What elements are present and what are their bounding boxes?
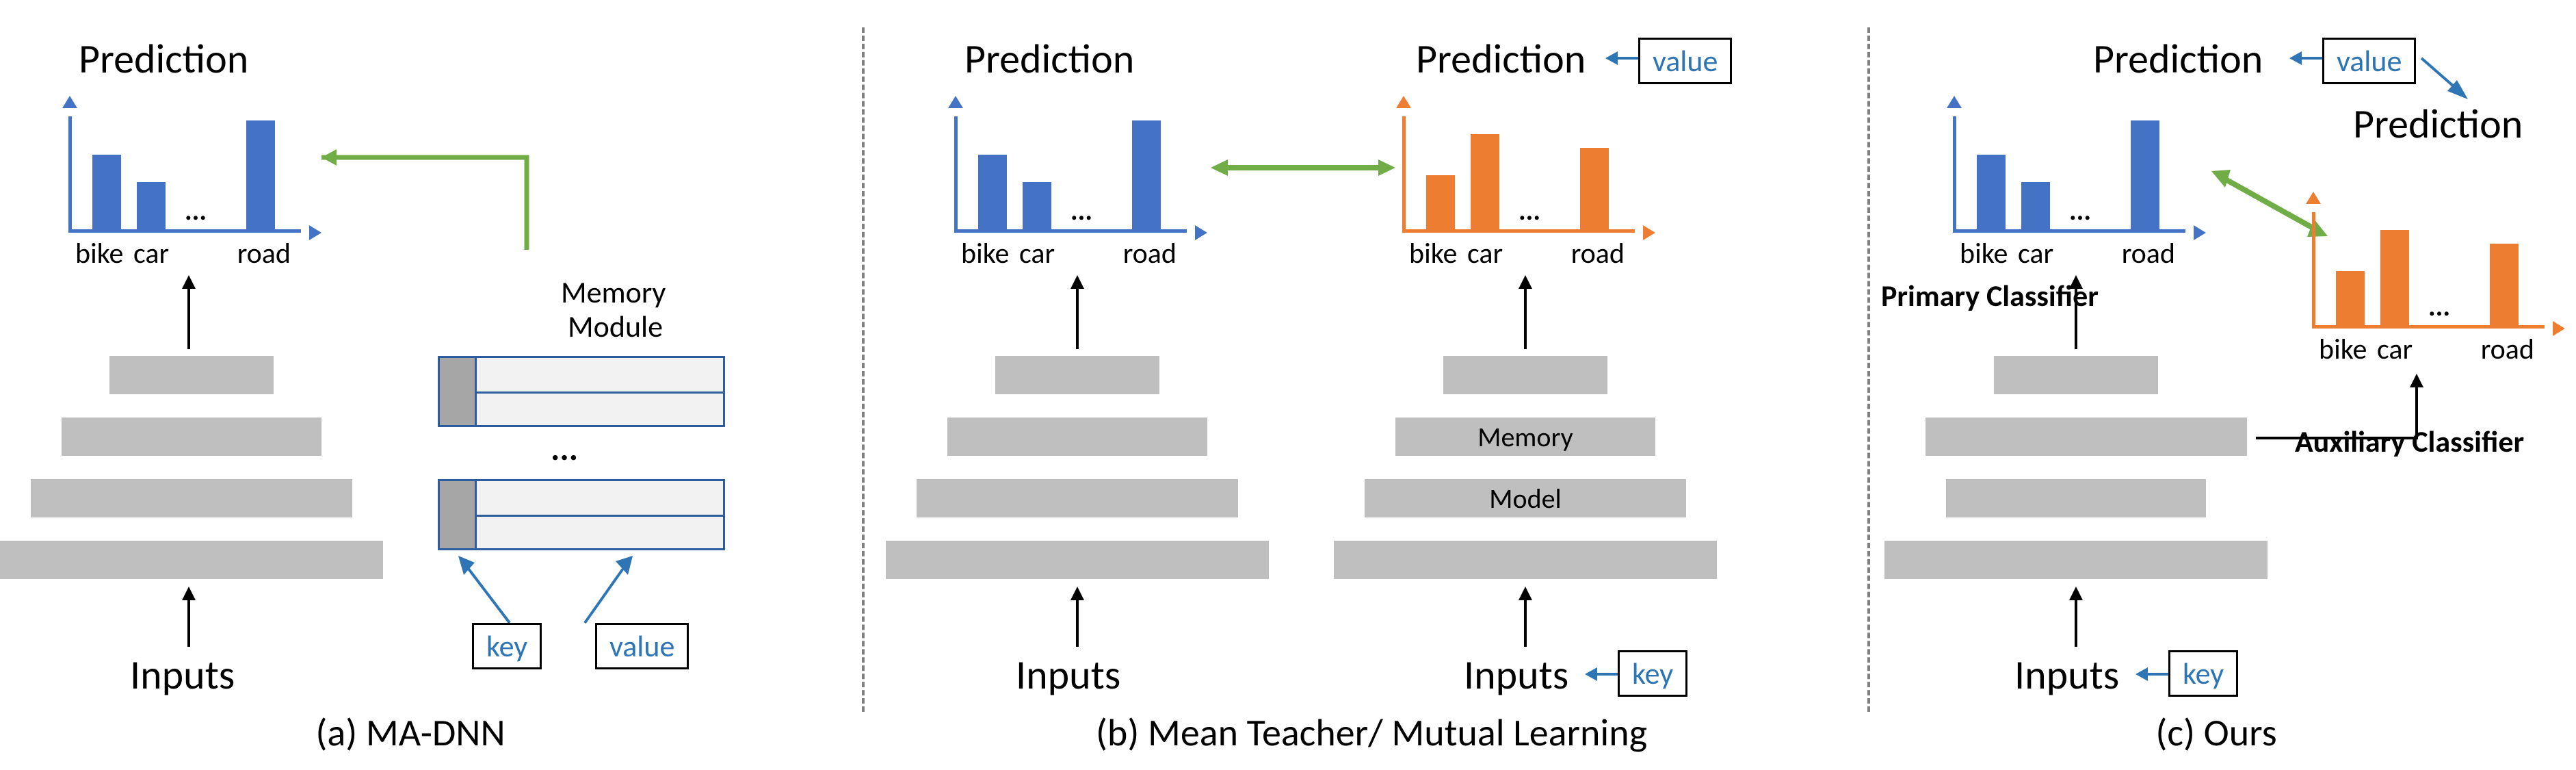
chart-bar: [1132, 120, 1161, 230]
net-layer: [31, 479, 352, 517]
net-layer: [0, 541, 383, 579]
chart-bar: [2336, 271, 2365, 326]
chart-bar: [2131, 120, 2159, 230]
net-layer: [109, 356, 274, 394]
key-arrow-icon: [445, 548, 527, 630]
bi-arrow-icon: [1207, 154, 1399, 181]
net-layer: [886, 541, 1269, 579]
value-arrow-icon: [1604, 41, 1642, 75]
net-layer: [1994, 356, 2158, 394]
key-label-box: key: [2168, 650, 2238, 697]
net-layer: [1884, 541, 2268, 579]
prediction-label-top: Prediction: [2093, 34, 2263, 84]
chart-bar: [1426, 175, 1455, 230]
inputs-label-right: Inputs: [1464, 650, 1568, 700]
memory-dots: ...: [551, 428, 578, 470]
value-label-box: value: [595, 623, 689, 669]
chart-bar: [137, 182, 166, 230]
key-label-box: key: [1618, 650, 1687, 697]
chart-bar: [1023, 182, 1051, 230]
separator-1: [862, 27, 865, 712]
panel-mean-teacher: Prediction ... bike car road Prediction …: [889, 0, 1861, 770]
up-arrow-icon: [1512, 274, 1539, 352]
value-arrow-icon: [568, 548, 650, 630]
axis-labels: bike car road: [1960, 236, 2192, 271]
up-arrow-icon: [2062, 274, 2090, 352]
net-layer: [1443, 356, 1607, 394]
memory-row: [438, 479, 725, 550]
prediction-chart-left: ...: [954, 103, 1200, 233]
inputs-label: Inputs: [130, 650, 235, 700]
net-layer: [1926, 418, 2247, 456]
value-arrow-left-icon: [2288, 41, 2326, 75]
chart-bar: [1471, 134, 1499, 230]
up-arrow-icon: [1512, 585, 1539, 650]
chart-dots: ...: [185, 194, 207, 227]
net-layer: [1946, 479, 2206, 517]
panel-caption: (c) Ours: [2079, 710, 2353, 756]
aux-arrow-icon: [2246, 368, 2437, 444]
panel-caption: (a) MA-DNN: [205, 710, 616, 756]
memory-module-label: Memory: [561, 274, 666, 311]
axis-labels: bike car road: [961, 236, 1194, 271]
value-arrow-down-icon: [2415, 51, 2476, 106]
memory-module-label: Module: [568, 308, 663, 345]
chart-bar: [2490, 244, 2519, 326]
up-arrow-icon: [2062, 585, 2090, 650]
net-layer: [917, 479, 1238, 517]
axis-labels: bike car road: [1409, 236, 1642, 271]
chart-bar: [2380, 230, 2409, 326]
up-arrow-icon: [175, 585, 202, 650]
up-arrow-icon: [1064, 585, 1091, 650]
panel-ours: Prediction value Prediction ... bike car…: [1895, 0, 2576, 770]
panel-caption: (b) Mean Teacher/ Mutual Learning: [1012, 710, 1731, 756]
axis-labels: bike car road: [75, 236, 308, 271]
key-arrow-icon: [2134, 657, 2172, 691]
prediction-label-right: Prediction: [1416, 34, 1586, 84]
axis-labels: bike car road: [2319, 332, 2551, 367]
prediction-label-right: Prediction: [2353, 99, 2523, 149]
chart-bar: [246, 120, 275, 230]
memory-row: [438, 356, 725, 427]
prediction-chart: ...: [68, 103, 315, 233]
panel-ma-dnn: Prediction ... bike car road Inputs Memo…: [0, 0, 862, 770]
chart-bar: [1580, 148, 1609, 230]
prediction-chart-right: ...: [1402, 103, 1648, 233]
inputs-label: Inputs: [2014, 650, 2119, 700]
net-layer: [1334, 541, 1717, 579]
net-layer: [947, 418, 1207, 456]
value-label-box: value: [2322, 38, 2416, 84]
net-layer-memory: Memory: [1395, 418, 1655, 456]
up-arrow-icon: [1064, 274, 1091, 352]
prediction-label: Prediction: [79, 34, 248, 84]
chart-bar: [978, 155, 1007, 230]
prediction-chart-left: ...: [1953, 103, 2199, 233]
chart-bar: [92, 155, 121, 230]
net-layer-model: Model: [1365, 479, 1686, 517]
chart-bar: [2021, 182, 2050, 230]
net-layer: [995, 356, 1159, 394]
prediction-label-left: Prediction: [964, 34, 1134, 84]
memory-to-chart-arrow: [301, 144, 554, 281]
prediction-chart-right: ...: [2312, 198, 2558, 329]
key-arrow-icon: [1583, 657, 1621, 691]
value-label-box: value: [1638, 38, 1732, 84]
inputs-label-left: Inputs: [1016, 650, 1120, 700]
separator-2: [1867, 27, 1870, 712]
up-arrow-icon: [175, 274, 202, 352]
key-label-box: key: [472, 623, 542, 669]
chart-bar: [1977, 155, 2006, 230]
net-layer: [62, 418, 321, 456]
